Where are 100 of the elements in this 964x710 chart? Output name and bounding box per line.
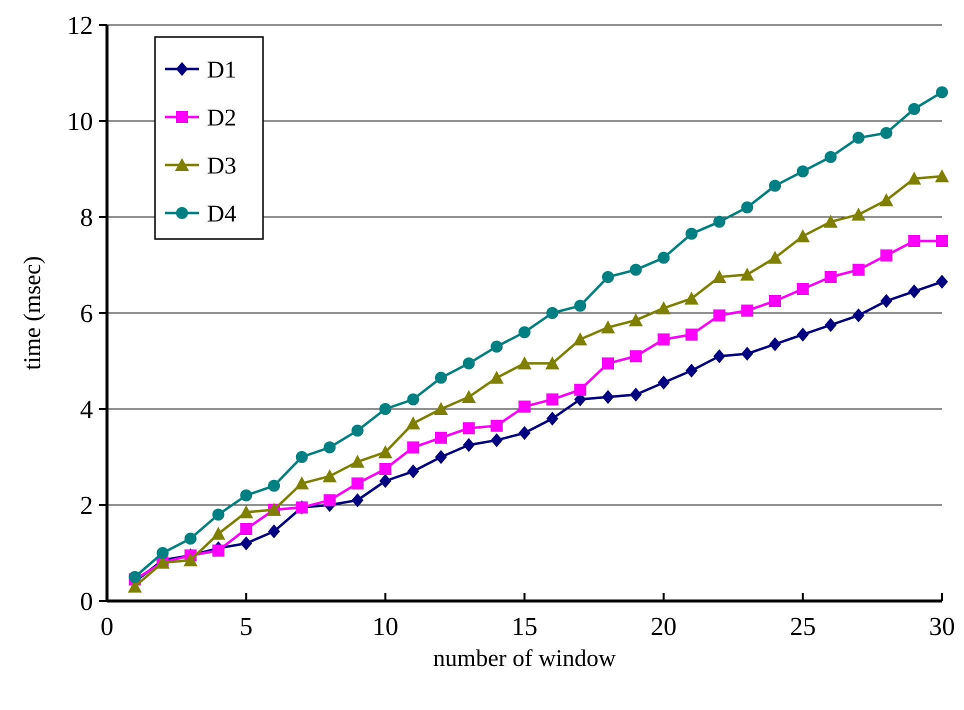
- point: [435, 372, 447, 384]
- point: [769, 180, 781, 192]
- point: [268, 524, 280, 538]
- point: [490, 433, 503, 448]
- point: [936, 86, 948, 98]
- point: [184, 553, 198, 566]
- point: [462, 390, 476, 403]
- point: [630, 350, 642, 362]
- x-tick-label: 10: [372, 612, 398, 641]
- point: [352, 493, 364, 508]
- point: [490, 370, 504, 384]
- point: [602, 357, 614, 370]
- point: [545, 356, 560, 370]
- point: [852, 264, 864, 276]
- point: [713, 216, 726, 228]
- point: [824, 271, 837, 283]
- legend-label: D4: [207, 201, 236, 228]
- point: [462, 422, 475, 434]
- point: [379, 463, 392, 475]
- y-axis-title: time (msec): [20, 256, 46, 370]
- point: [769, 295, 781, 307]
- point: [741, 304, 754, 317]
- point: [713, 349, 726, 364]
- point: [824, 151, 837, 163]
- y-tick-label: 8: [80, 203, 93, 232]
- point: [796, 328, 809, 342]
- point: [880, 249, 892, 262]
- point: [686, 228, 698, 240]
- point: [658, 333, 670, 346]
- y-tick-label: 4: [80, 395, 93, 424]
- x-axis-title: number of window: [433, 646, 616, 672]
- point: [741, 346, 754, 361]
- point: [908, 284, 920, 298]
- x-tick-label: 15: [512, 612, 538, 641]
- point: [880, 294, 892, 308]
- point: [240, 489, 252, 502]
- point: [350, 454, 364, 468]
- x-tick-label: 30: [929, 612, 955, 641]
- x-tick-label: 20: [650, 612, 677, 641]
- point: [352, 477, 364, 490]
- point: [294, 476, 309, 490]
- point: [324, 494, 336, 506]
- y-tick-label: 2: [80, 491, 93, 520]
- point: [240, 536, 252, 550]
- point: [824, 214, 838, 228]
- point: [574, 384, 586, 396]
- point: [184, 532, 196, 545]
- point: [156, 547, 169, 559]
- point: [686, 364, 698, 378]
- point: [768, 250, 782, 264]
- point: [296, 451, 308, 463]
- point: [630, 388, 642, 402]
- point: [658, 376, 670, 390]
- point: [268, 480, 280, 492]
- y-tick-label: 12: [67, 11, 93, 40]
- point: [602, 390, 614, 404]
- point: [574, 300, 586, 312]
- point: [907, 172, 922, 185]
- point: [518, 326, 530, 338]
- point: [712, 270, 726, 283]
- point: [434, 402, 448, 415]
- point: [796, 229, 810, 242]
- point: [518, 426, 530, 440]
- legend-label: D2: [207, 105, 236, 132]
- point: [796, 283, 809, 295]
- point: [546, 412, 558, 426]
- point: [407, 393, 420, 406]
- point: [628, 313, 643, 326]
- point: [879, 193, 894, 206]
- point: [462, 438, 475, 452]
- point: [435, 432, 447, 444]
- y-tick-label: 0: [80, 587, 93, 616]
- point: [630, 264, 642, 276]
- point: [518, 356, 532, 370]
- point: [490, 420, 503, 432]
- point: [379, 474, 392, 488]
- point: [935, 169, 949, 182]
- point: [852, 208, 866, 221]
- point: [740, 268, 754, 281]
- y-tick-label: 6: [80, 299, 93, 328]
- point: [378, 445, 392, 458]
- point: [239, 505, 254, 518]
- point: [908, 103, 920, 115]
- point: [936, 274, 948, 289]
- x-tick-label: 5: [240, 612, 253, 641]
- point: [322, 469, 337, 482]
- point: [602, 271, 614, 283]
- point: [686, 328, 698, 341]
- point: [658, 252, 670, 264]
- legend-label: D1: [207, 57, 236, 84]
- point: [352, 424, 364, 437]
- x-tick-label: 0: [100, 612, 114, 641]
- point: [406, 416, 420, 430]
- x-tick-label: 25: [790, 612, 816, 641]
- point: [324, 441, 336, 454]
- point: [211, 526, 226, 540]
- legend-label: D3: [207, 153, 236, 180]
- point: [656, 301, 671, 314]
- point: [852, 308, 864, 322]
- point: [936, 235, 948, 247]
